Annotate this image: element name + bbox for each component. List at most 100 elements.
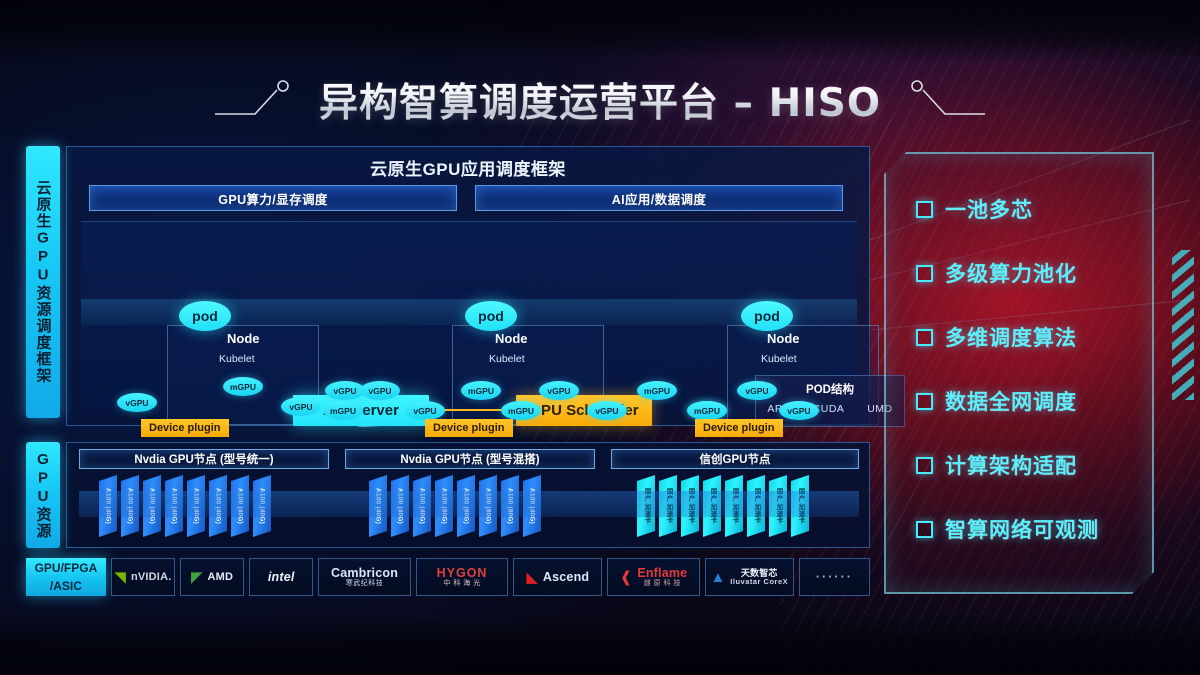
gpu-card[interactable]: 国产 加速卡 [659, 475, 677, 537]
vendor-logo-stack: Enflame 燧 原 科 技 [637, 566, 687, 588]
feature-item-f6[interactable]: 智算网络可观测 [916, 514, 1099, 544]
gpu-card[interactable]: 国产 加速卡 [769, 475, 787, 537]
mgpu-1-1[interactable]: mGPU [223, 377, 263, 396]
gpu-card[interactable]: 国产 加速卡 [703, 475, 721, 537]
gpu-card[interactable]: 国产 加速卡 [725, 475, 743, 537]
vendor-logo-more[interactable]: ······ [798, 558, 870, 596]
vgpu-2-4[interactable]: vGPU [587, 401, 627, 420]
vendor-logo-enflame[interactable]: ❰ Enflame 燧 原 科 技 [607, 558, 700, 596]
amd-mark-icon: ◤ [190, 568, 203, 586]
gpu-card[interactable]: A100 (40G) [143, 475, 161, 537]
checkbox-square-icon[interactable] [916, 329, 933, 346]
feature-label: 数据全网调度 [945, 391, 1077, 414]
vendor-category-line1: GPU/FPGA [34, 560, 98, 575]
mgpu-2-1[interactable]: mGPU [461, 381, 501, 400]
feature-item-f2[interactable]: 多级算力池化 [916, 258, 1077, 288]
framework-panel: 云原生GPU应用调度框架 GPU算力/显存调度 AI应用/数据调度 [66, 146, 905, 437]
checkbox-square-icon[interactable] [916, 393, 933, 410]
gpu-group-bar-xinchuang[interactable]: 信创GPU节点 [611, 449, 859, 469]
gpu-card[interactable]: A100 (80G) [435, 475, 453, 537]
sidebar-tab-framework[interactable]: 云原生GPU资源调度框架 [26, 146, 60, 418]
gpu-card[interactable]: A100 (40G) [187, 475, 205, 537]
vendor-logo-ascend[interactable]: ◣ Ascend [513, 558, 603, 596]
gpu-card[interactable]: 国产 加速卡 [791, 475, 809, 537]
gpu-card-label: A100 (40G) [397, 488, 404, 524]
feature-item-f3[interactable]: 多维调度算法 [916, 322, 1077, 352]
gpu-card-label: A100 (40G) [149, 488, 156, 524]
feature-item-f4[interactable]: 数据全网调度 [916, 386, 1077, 416]
gpu-card[interactable]: A100 (40G) [165, 475, 183, 537]
device-plugin-1[interactable]: Device plugin [141, 419, 229, 437]
checkbox-square-icon[interactable] [916, 457, 933, 474]
mgpu-3-2[interactable]: mGPU [687, 401, 727, 420]
checkbox-square-icon[interactable] [916, 201, 933, 218]
gpu-card-label: 国产 加速卡 [729, 488, 739, 524]
gpu-card[interactable]: A100 (40G) [99, 475, 117, 537]
gpu-card[interactable]: 国产 加速卡 [681, 475, 699, 537]
decor-side-stripe [1172, 250, 1194, 400]
gpu-card[interactable]: A100 (40G) [369, 475, 387, 537]
gpu-group-bar-nvidia-mixed[interactable]: Nvdia GPU节点 (型号混搭) [345, 449, 595, 469]
pod-1[interactable]: pod [179, 301, 231, 331]
node-label-3: Node [767, 331, 800, 346]
bar-ai-app-scheduling[interactable]: AI应用/数据调度 [475, 185, 843, 211]
vendor-logo-nvidia[interactable]: ◥ nVIDIA. [110, 558, 175, 596]
mgpu-1-2[interactable]: mGPU [323, 401, 363, 420]
title-decor-right [911, 80, 986, 115]
gpu-group-label-0: Nvdia GPU节点 (型号统一) [134, 454, 274, 466]
checkbox-square-icon[interactable] [916, 521, 933, 538]
vendor-logo-intel[interactable]: intel [249, 558, 314, 596]
vendor-logo-stack: Ascend [543, 570, 589, 584]
vgpu-2-2[interactable]: vGPU [405, 401, 445, 420]
gpu-card[interactable]: A100 (40G) [413, 475, 431, 537]
device-plugin-2[interactable]: Device plugin [425, 419, 513, 437]
pod-2[interactable]: pod [465, 301, 517, 331]
checkbox-square-icon[interactable] [916, 265, 933, 282]
device-plugin-3[interactable]: Device plugin [695, 419, 783, 437]
vgpu-2-3[interactable]: vGPU [539, 381, 579, 400]
gpu-card-row-nvidia-mixed: A100 (40G) A100 (40G) A100 (40G) A100 (80G)… [369, 475, 541, 537]
vendor-subname: 燧 原 科 技 [643, 580, 681, 588]
gpu-card[interactable]: A100 (40G) [523, 475, 541, 537]
gpu-card[interactable]: A100 (80G) [501, 475, 519, 537]
gpu-card[interactable]: 国产 加速卡 [747, 475, 765, 537]
gpu-card[interactable]: A100 (40G) [121, 475, 139, 537]
mgpu-3-1[interactable]: mGPU [637, 381, 677, 400]
kubelet-label-2: Kubelet [489, 353, 525, 365]
gpu-card[interactable]: A100 (40G) [209, 475, 227, 537]
sidebar-tab-resources-label: GPU资源 [34, 450, 52, 540]
enflame-mark-icon: ❰ [619, 568, 633, 586]
gpu-card[interactable]: A100 (40G) [391, 475, 409, 537]
mgpu-2-2[interactable]: mGPU [501, 401, 541, 420]
gpu-card[interactable]: A100 (80G) [479, 475, 497, 537]
vendor-name: ······ [815, 569, 853, 584]
pod-3[interactable]: pod [741, 301, 793, 331]
gpu-card-label: 国产 加速卡 [707, 488, 717, 524]
vendor-logo-iluvatar[interactable]: ▲ 天数智芯 Iluvatar CoreX [704, 558, 794, 596]
gpu-card[interactable]: A100 (40G) [231, 475, 249, 537]
vgpu-3-3[interactable]: vGPU [779, 401, 819, 420]
node-label-1: Node [227, 331, 260, 346]
vgpu-1-3[interactable]: vGPU [325, 381, 365, 400]
vendor-category-line2: /ASIC [49, 578, 82, 593]
sidebar-tab-resources[interactable]: GPU资源 [26, 442, 60, 548]
vendor-name: AMD [207, 570, 234, 583]
vgpu-1-1[interactable]: vGPU [117, 393, 157, 412]
vgpu-1-2[interactable]: vGPU [281, 397, 321, 416]
feature-item-f5[interactable]: 计算架构适配 [916, 450, 1077, 480]
feature-item-f1[interactable]: 一池多芯 [916, 194, 1033, 224]
vgpu-3-2[interactable]: vGPU [737, 381, 777, 400]
gpu-card-label: A100 (40G) [237, 488, 244, 524]
gpu-card-label: A100 (80G) [441, 488, 448, 524]
vendor-logo-amd[interactable]: ◤ AMD [180, 558, 245, 596]
vgpu-2-1[interactable]: vGPU [360, 381, 400, 400]
vendor-name: nVIDIA. [130, 570, 172, 583]
gpu-card[interactable]: A100 (80G) [457, 475, 475, 537]
vendor-logo-hygon[interactable]: HYGON 中 科 海 光 [415, 558, 509, 596]
pod-label-1: pod [192, 308, 218, 324]
gpu-group-bar-nvidia-uniform[interactable]: Nvdia GPU节点 (型号统一) [79, 449, 329, 469]
gpu-card[interactable]: A100 (40G) [253, 475, 271, 537]
vendor-logo-cambricon[interactable]: Cambricon 寒武纪科技 [318, 558, 411, 596]
bar-gpu-compute-scheduling[interactable]: GPU算力/显存调度 [89, 185, 457, 211]
gpu-card[interactable]: 国产 加速卡 [637, 475, 655, 537]
